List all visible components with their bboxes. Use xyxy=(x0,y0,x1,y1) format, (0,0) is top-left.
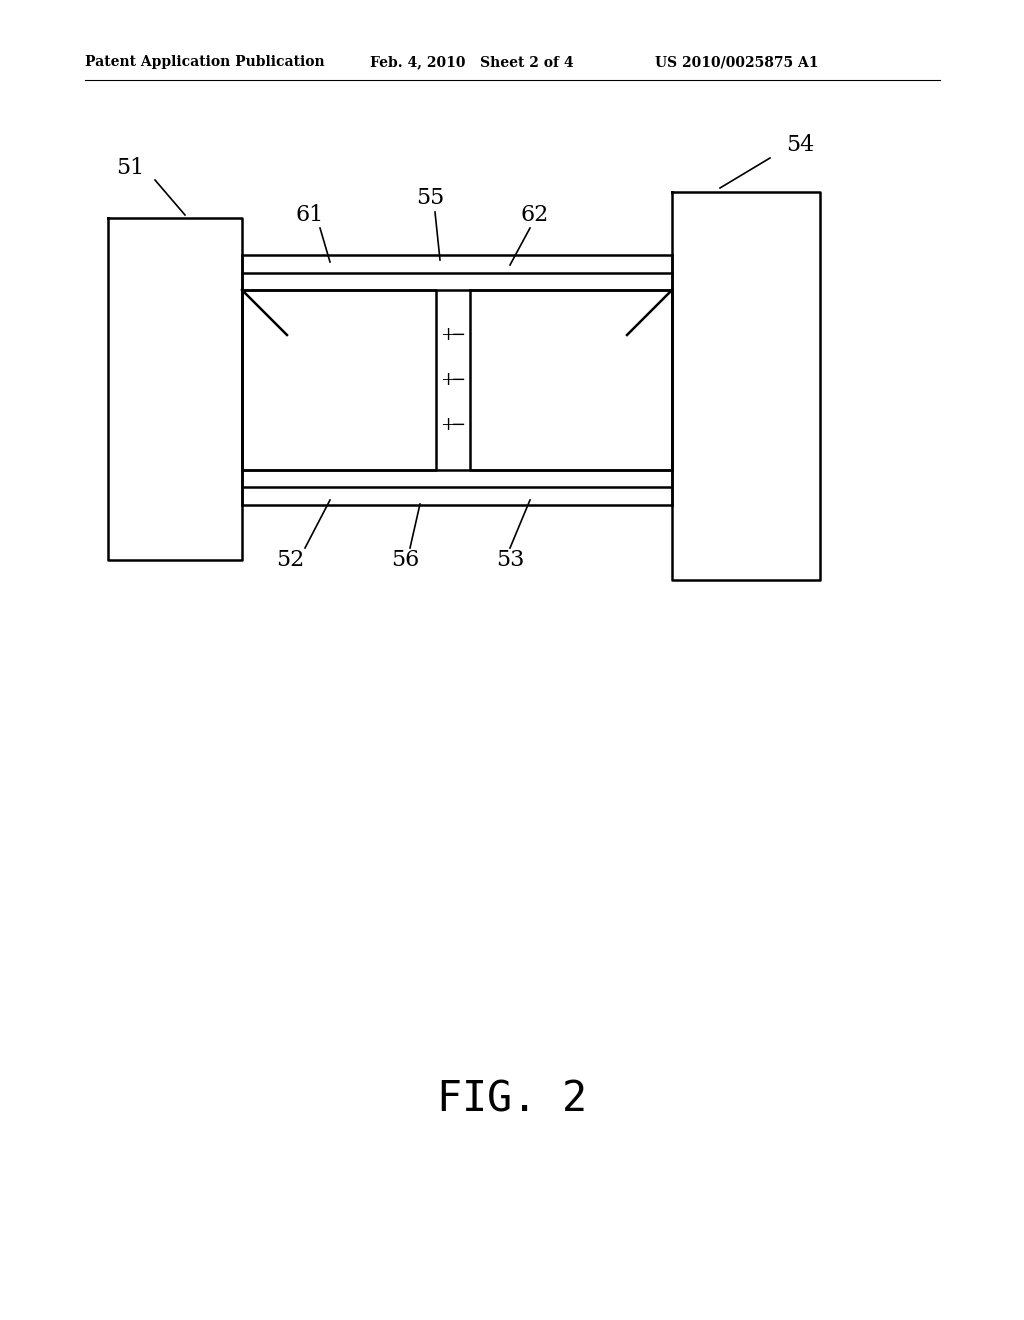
Text: 62: 62 xyxy=(521,205,549,226)
Text: US 2010/0025875 A1: US 2010/0025875 A1 xyxy=(655,55,818,69)
Text: 61: 61 xyxy=(296,205,325,226)
Text: 54: 54 xyxy=(785,135,814,156)
Text: +: + xyxy=(440,326,455,345)
Text: 55: 55 xyxy=(416,187,444,209)
Text: −: − xyxy=(451,326,466,345)
Text: +: + xyxy=(440,416,455,434)
Text: +: + xyxy=(440,371,455,389)
Text: FIG. 2: FIG. 2 xyxy=(437,1078,587,1121)
Text: Feb. 4, 2010   Sheet 2 of 4: Feb. 4, 2010 Sheet 2 of 4 xyxy=(370,55,573,69)
Text: −: − xyxy=(451,416,466,434)
Text: 52: 52 xyxy=(275,549,304,572)
Text: 56: 56 xyxy=(391,549,419,572)
Text: Patent Application Publication: Patent Application Publication xyxy=(85,55,325,69)
Text: −: − xyxy=(451,371,466,389)
Text: 53: 53 xyxy=(496,549,524,572)
Text: 51: 51 xyxy=(116,157,144,180)
